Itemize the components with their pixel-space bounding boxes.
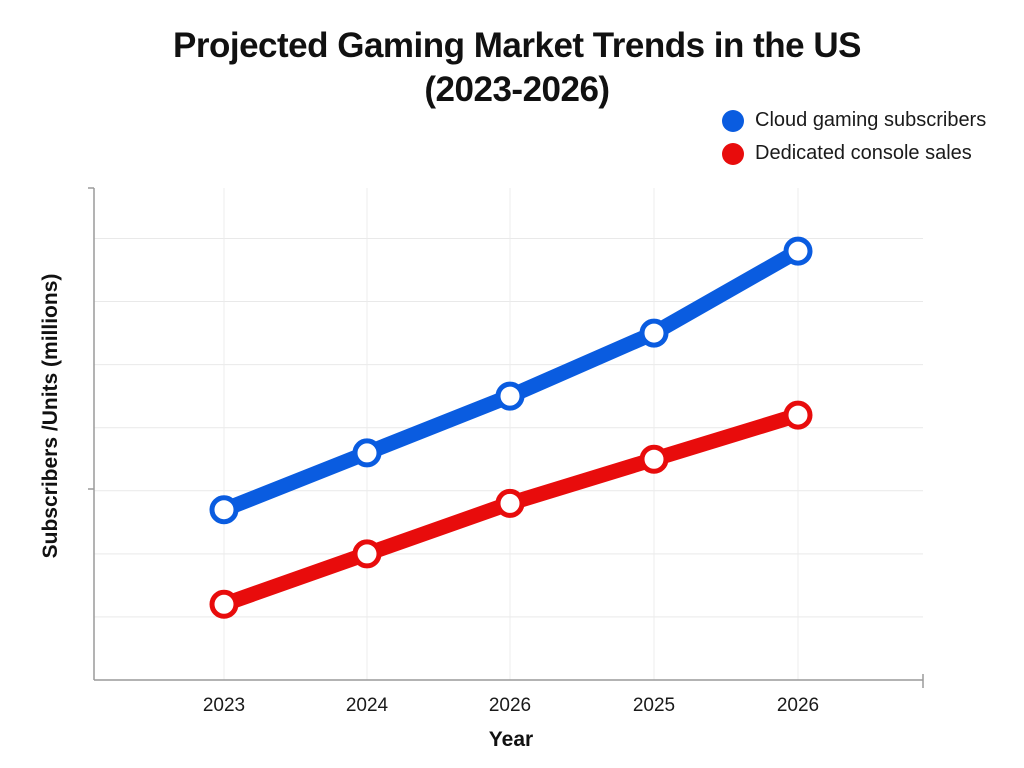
legend-label-console-sales: Dedicated console sales [755,142,972,164]
data-point [352,438,382,468]
data-point [639,444,669,474]
axes [88,187,924,688]
data-point [495,488,525,518]
data-point [495,381,525,411]
grid [94,188,923,680]
series [209,236,813,619]
x-tick-labels: 2023 2024 2026 2025 2026 [203,695,819,716]
data-point [639,318,669,348]
x-tick-label: 2023 [203,695,245,716]
chart-title-line-2: (2023-2026) [424,70,610,109]
x-tick-label: 2025 [633,695,675,716]
chart-title-line-1: Projected Gaming Market Trends in the US [173,26,861,65]
data-point [783,400,813,430]
legend-swatch-console-sales [722,142,744,165]
x-tick-label: 2024 [346,695,389,716]
x-axis-title: Year [489,728,533,751]
data-point [209,589,239,619]
data-point [209,495,239,525]
y-axis-title: Subscribers /Units (millions) [39,274,62,559]
data-point [352,539,382,569]
series-line-cloud-gaming [216,243,806,518]
x-tick-label: 2026 [489,695,531,716]
legend-label-cloud-gaming: Cloud gaming subscribers [755,109,987,131]
chart-title: Projected Gaming Market Trends in the US… [0,24,1024,112]
legend: Cloud gaming subscribers Dedicated conso… [722,104,986,170]
x-tick-label: 2026 [777,695,819,716]
legend-item-console-sales: Dedicated console sales [722,137,986,170]
legend-item-cloud-gaming: Cloud gaming subscribers [722,104,986,137]
legend-swatch-cloud-gaming [722,109,744,132]
data-point [783,236,813,266]
